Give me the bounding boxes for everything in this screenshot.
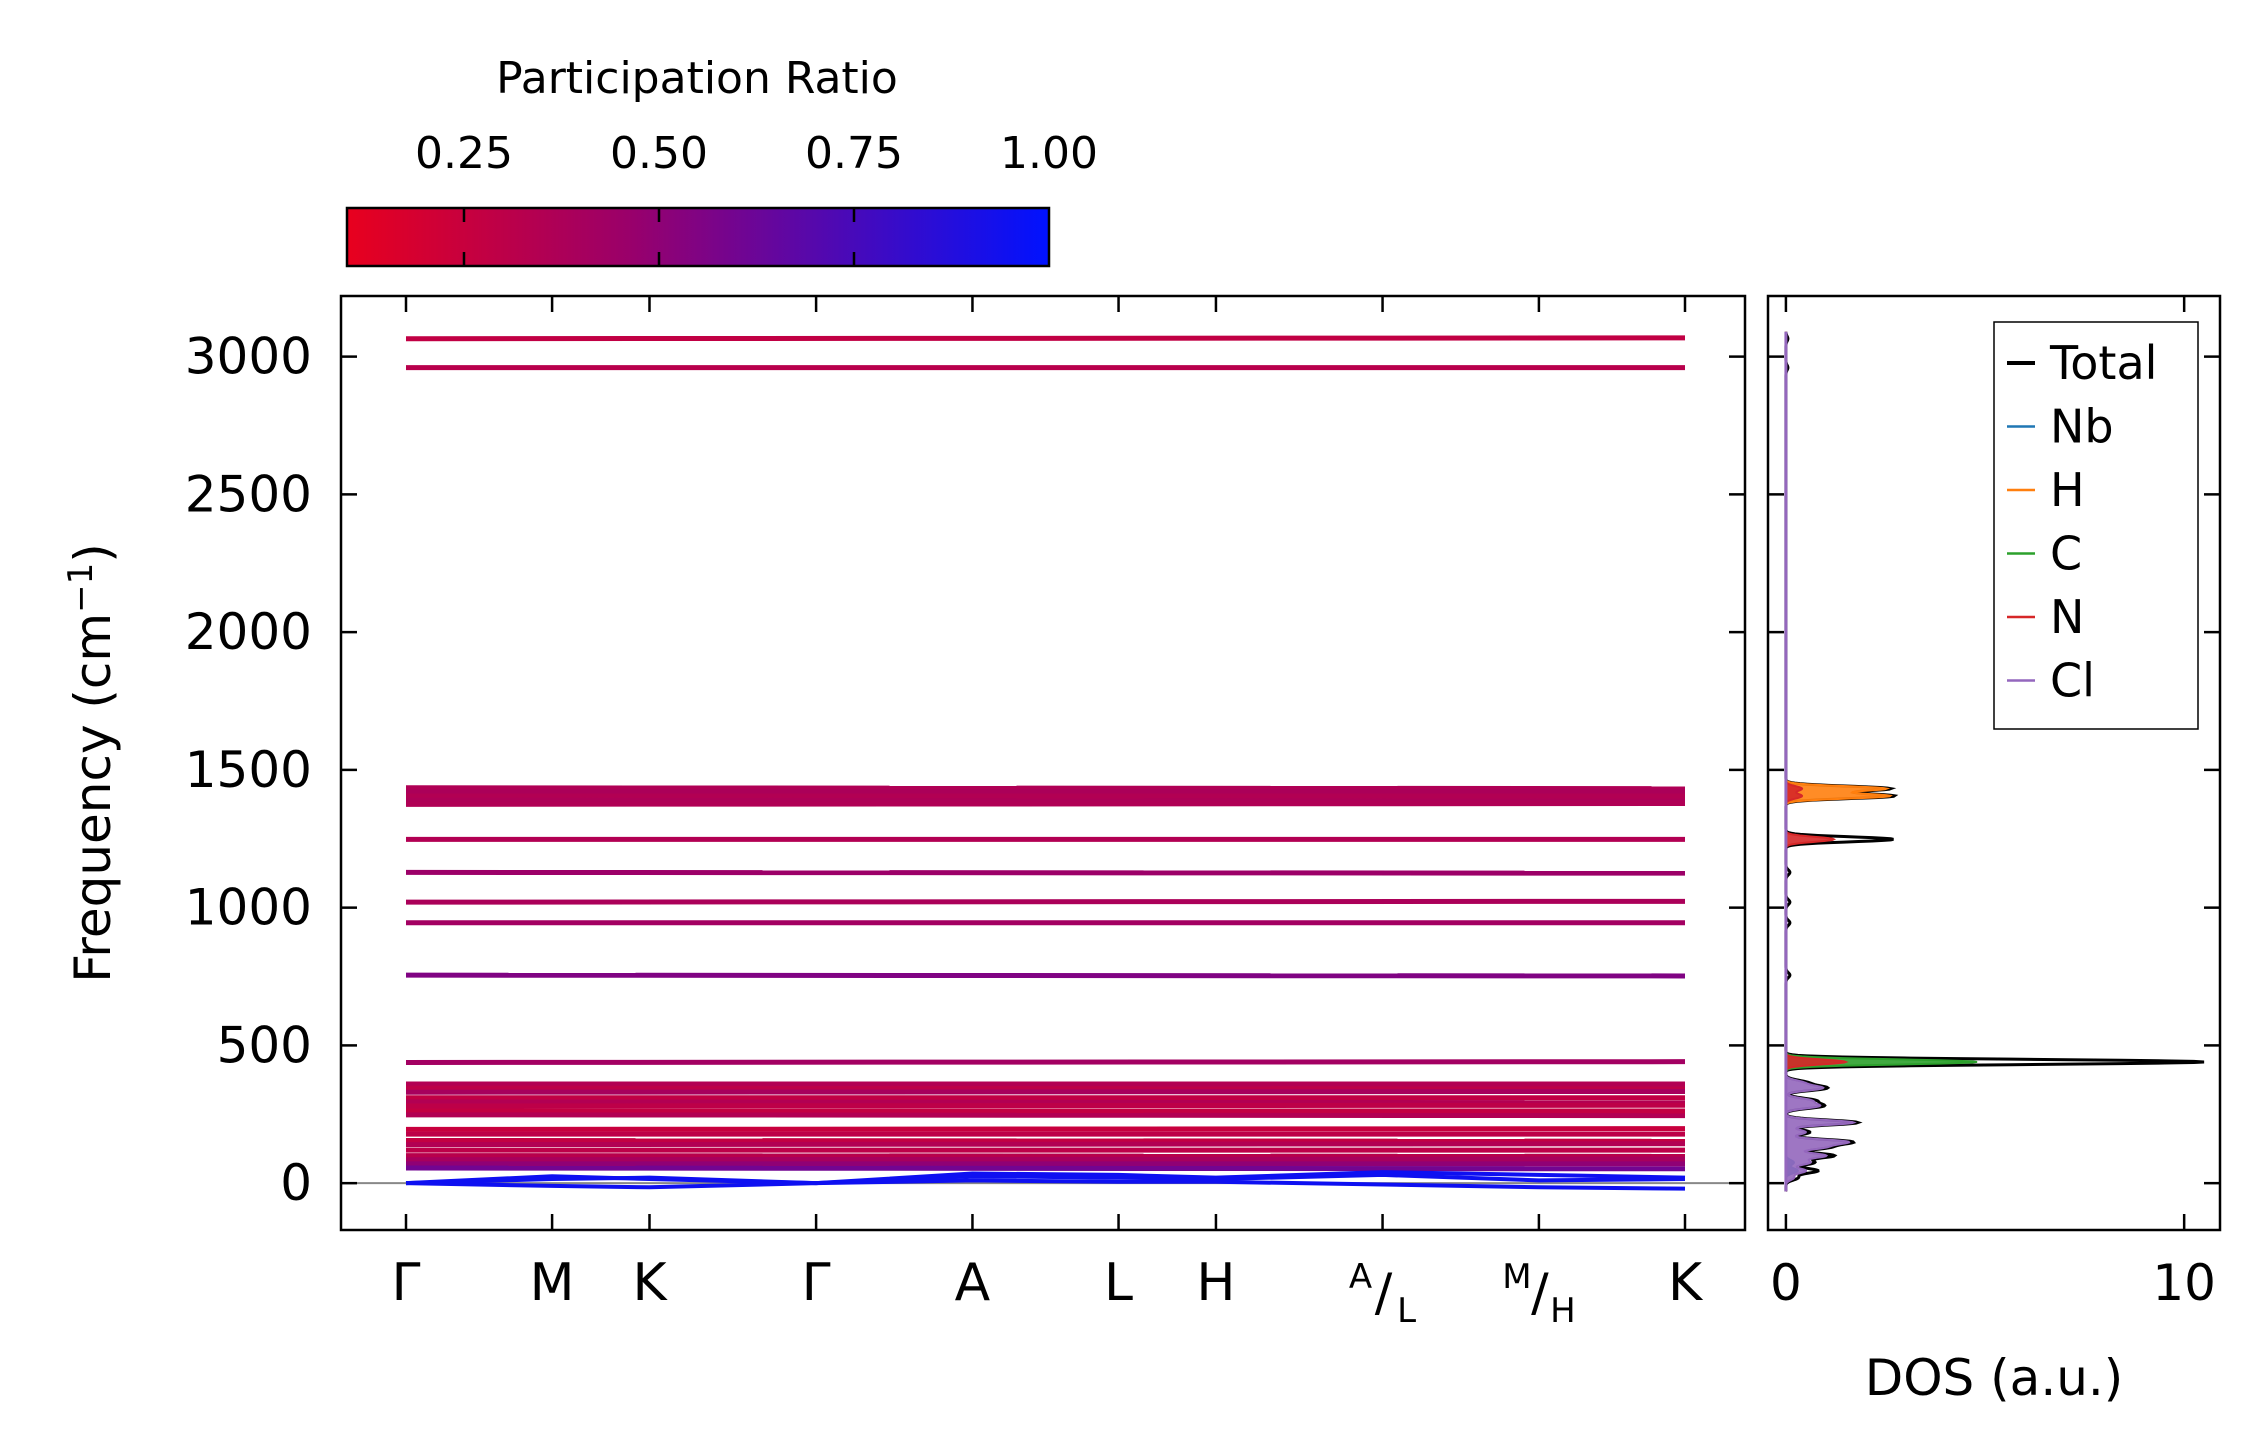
phonon-band: [405, 1059, 1686, 1065]
legend-label: N: [2050, 590, 2084, 644]
frequency-tick-label: 1000: [185, 879, 312, 937]
phonon-band: [405, 972, 1686, 979]
dos-tick-label: 0: [1770, 1254, 1802, 1312]
kpoint-label: M: [530, 1253, 575, 1313]
band-lines: [341, 335, 1745, 1191]
colorbar: Participation Ratio 0.25 0.50 0.75 1.00: [345, 53, 1098, 268]
dos-frame: [1766, 294, 2222, 1232]
frequency-axis-label: Frequency (cm−1): [61, 543, 122, 983]
kpoint-ticks: Γ M K Γ A L H A / LM / H K: [392, 296, 1704, 1331]
frequency-tick-label: 0: [280, 1154, 312, 1212]
legend-box: [1993, 321, 2199, 730]
kpoint-label-slash: /: [1375, 1263, 1393, 1323]
dos-panel: 0 10 DOS (a.u.) Total Nb HCN Cl: [1766, 294, 2222, 1407]
phonon-band: [405, 1099, 1686, 1106]
colorbar-title: Participation Ratio: [496, 53, 898, 104]
frequency-tick-label: 2000: [185, 603, 312, 661]
kpoint-label-split: A / L: [1349, 1257, 1416, 1331]
dos-curves: [1784, 331, 2205, 1192]
phonon-band: [405, 1141, 1686, 1148]
colorbar-tick-label: 0.50: [610, 128, 708, 179]
phonon-band: [405, 1126, 1686, 1132]
frequency-tick-label: 2500: [185, 465, 312, 523]
dos-legend: Total Nb HCN Cl: [1993, 321, 2199, 730]
legend-label: Nb: [2050, 400, 2114, 454]
kpoint-label: H: [1196, 1253, 1235, 1313]
kpoint-label-top: M: [1502, 1257, 1531, 1297]
phonon-band: [405, 801, 1686, 807]
phonon-band: [405, 1085, 1686, 1092]
phonon-band: [405, 1102, 1686, 1109]
dos-ticks: 0 10: [1768, 296, 2220, 1312]
phonon-band: [405, 1137, 1686, 1144]
phonon-band: [405, 797, 1686, 804]
phonon-band: [405, 1153, 1686, 1159]
phonon-band: [405, 788, 1686, 795]
frequency-ticks: 0 500 1000 1500 2000 2500 3000: [185, 328, 1745, 1212]
kpoint-label-split: M / H: [1502, 1257, 1575, 1331]
legend-label: H: [2050, 463, 2085, 517]
frequency-tick-label: 500: [217, 1016, 312, 1074]
dos-tick-label: 10: [2152, 1254, 2216, 1312]
phonon-band: [405, 898, 1686, 905]
legend-items: Total Nb HCN Cl: [2007, 336, 2157, 708]
kpoint-label: K: [632, 1253, 668, 1313]
colorbar-tick-label: 0.25: [415, 128, 513, 179]
kpoint-label-bottom: L: [1397, 1291, 1416, 1331]
legend-label: Total: [2049, 336, 2157, 390]
legend-label: Cl: [2050, 654, 2095, 708]
kpoint-label: Γ: [802, 1253, 831, 1313]
acoustic-band: [405, 1172, 1686, 1186]
colorbar-tick-label: 0.75: [805, 128, 903, 179]
kpoint-label: A: [955, 1253, 991, 1313]
kpoint-label: K: [1668, 1253, 1704, 1313]
phonon-band: [405, 1156, 1686, 1163]
kpoint-label: L: [1104, 1253, 1133, 1313]
colorbar-ticks: 0.25 0.50 0.75 1.00: [415, 128, 1098, 266]
kpoint-label: Γ: [392, 1253, 421, 1313]
kpoint-label-slash: /: [1531, 1263, 1549, 1323]
legend-label: C: [2050, 527, 2082, 581]
phonon-band: [405, 1165, 1686, 1172]
dos-axis-label: DOS (a.u.): [1865, 1349, 2124, 1407]
frequency-tick-label: 1500: [185, 741, 312, 799]
band-frame: [339, 294, 1747, 1232]
phonon-band: [405, 1112, 1686, 1119]
phonon-band: [405, 1088, 1686, 1095]
phonon-band: [405, 785, 1686, 792]
frequency-tick-label: 3000: [185, 328, 312, 386]
dos-series-n: [1784, 331, 1849, 1192]
phonon-band: [405, 869, 1686, 876]
acoustic-band: [405, 1178, 1686, 1191]
phonon-band: [405, 335, 1686, 342]
kpoint-label-bottom: H: [1550, 1291, 1576, 1331]
colorbar-gradient: [345, 206, 1051, 268]
kpoint-label-top: A: [1349, 1257, 1372, 1297]
colorbar-tick-label: 1.00: [1000, 128, 1098, 179]
